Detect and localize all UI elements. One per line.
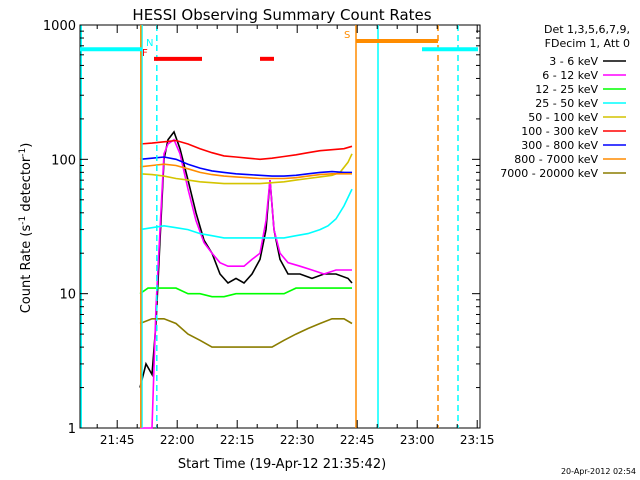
legend-label-0: 3 - 6 keV [549, 55, 598, 68]
series-line-7 [139, 163, 352, 180]
series-line-8 [139, 318, 353, 348]
state-bar-label-S: S [344, 30, 350, 41]
legend-header-line-2: FDecim 1, Att 0 [545, 37, 630, 50]
y-axis-label: Count Rate (s-1 detector-1) [18, 143, 34, 314]
series-line-4 [139, 153, 353, 185]
series-line-6 [139, 156, 352, 177]
legend-label-5: 100 - 300 keV [521, 125, 598, 138]
plot-frame [79, 24, 481, 429]
x-tick-label-5: 23:00 [400, 433, 435, 447]
legend-label-7: 800 - 7000 keV [514, 153, 598, 166]
legend-label-2: 12 - 25 keV [535, 83, 598, 96]
state-bar-label-N: N [146, 38, 153, 49]
x-tick-label-2: 22:15 [220, 433, 255, 447]
x-tick-label-4: 22:45 [340, 433, 375, 447]
chart-title: HESSI Observing Summary Count Rates [132, 6, 431, 24]
series-layer [139, 130, 353, 429]
legend-label-6: 300 - 800 keV [521, 139, 598, 152]
footer-date: 20-Apr-2012 02:54 [561, 467, 636, 476]
series-line-5 [139, 139, 353, 161]
x-tick-label-6: 23:15 [460, 433, 495, 447]
legend-header-line-1: Det 1,3,5,6,7,9, [544, 23, 630, 36]
legend: Det 1,3,5,6,7,9, FDecim 1, Att 0 3 - 6 k… [500, 23, 630, 180]
legend-label-4: 50 - 100 keV [528, 111, 598, 124]
y-tick-label-2: 100 [51, 153, 76, 168]
state-bar-label-F: F [142, 48, 148, 59]
axes-layer: 21:45 22:00 22:15 22:30 22:45 23:00 23:15 1 10 10… [43, 19, 495, 447]
y-tick-label-0: 1 [68, 422, 76, 437]
x-tick-label-1: 22:00 [160, 433, 195, 447]
x-tick-label-0: 21:45 [100, 433, 135, 447]
y-tick-label-3: 1000 [43, 19, 76, 34]
series-line-2 [139, 287, 352, 298]
legend-label-1: 6 - 12 keV [542, 69, 598, 82]
x-tick-label-3: 22:30 [280, 433, 315, 447]
y-axis-label-group: Count Rate (s-1 detector-1) [18, 143, 34, 314]
series-line-1 [140, 138, 352, 429]
legend-label-3: 25 - 50 keV [535, 97, 598, 110]
plot-area [79, 24, 481, 429]
y-tick-label-1: 10 [59, 288, 76, 303]
series-line-3 [139, 188, 353, 239]
series-line-0 [139, 130, 353, 388]
legend-label-8: 7000 - 20000 keV [500, 167, 598, 180]
x-axis-label: Start Time (19-Apr-12 21:35:42) [178, 457, 386, 472]
state-bars-layer: FN S [80, 25, 478, 428]
